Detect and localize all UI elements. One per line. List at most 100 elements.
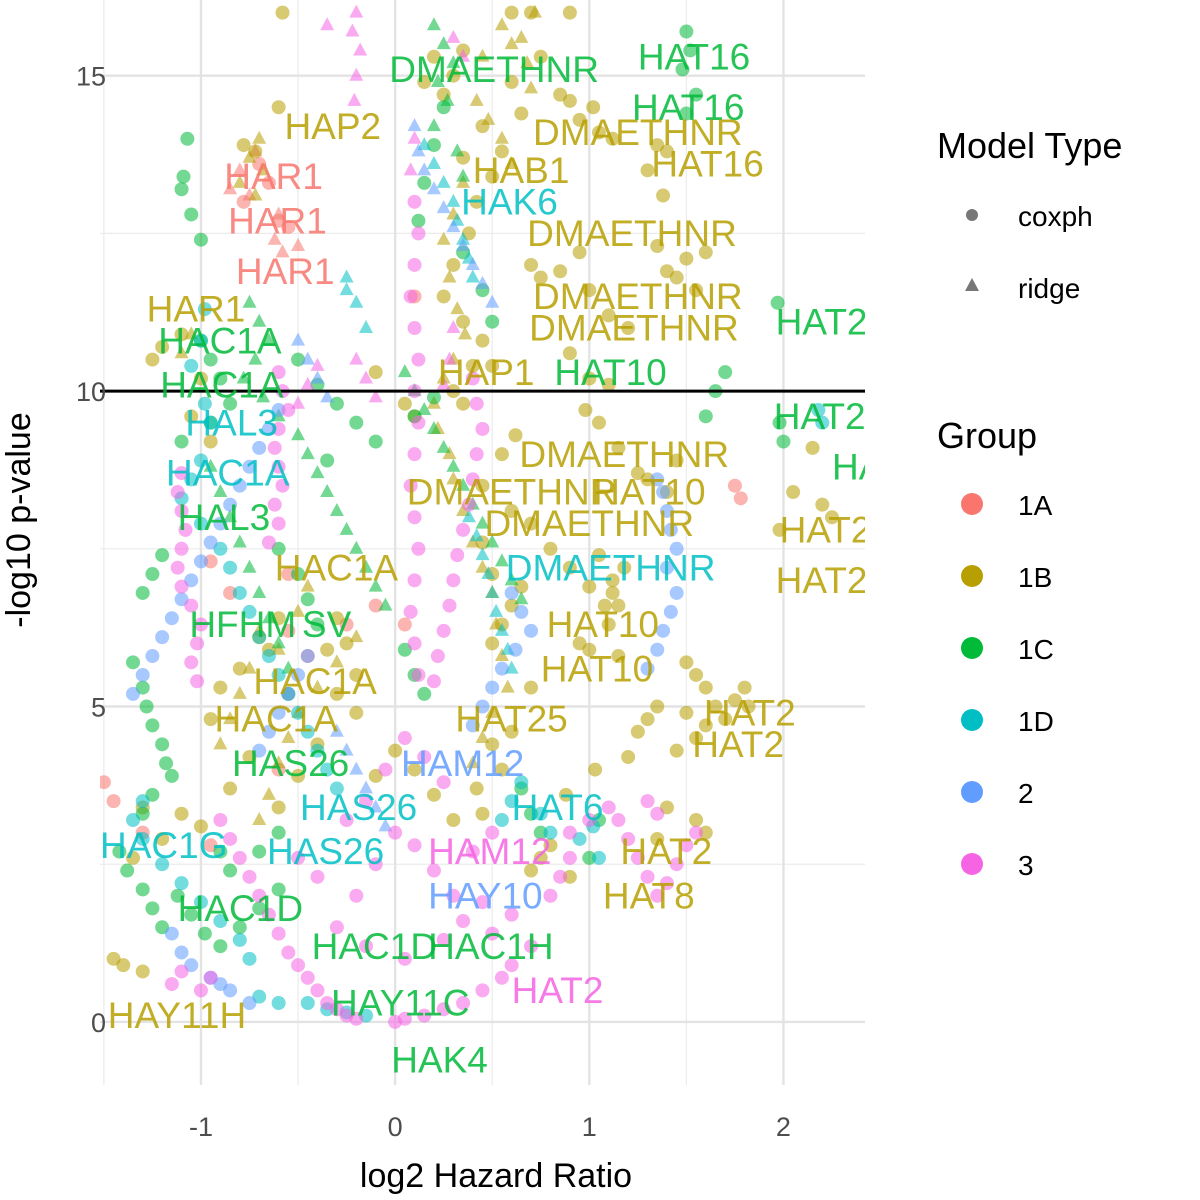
legend-key-coxph-circle [966, 209, 978, 221]
gene-label: DMAETHNR [533, 112, 743, 153]
data-point-coxph-1C [485, 314, 500, 329]
data-point-coxph-1B [669, 270, 684, 285]
data-point-ridge-2 [300, 351, 315, 365]
gene-label: DMAETHNR [389, 49, 599, 90]
data-point-ridge-1C [223, 509, 238, 523]
data-point-coxph-1C [139, 699, 154, 714]
data-point-coxph-1C [770, 295, 785, 310]
data-point-coxph-1D [261, 649, 276, 664]
color-legend-title: Group [937, 415, 1037, 456]
data-point-ridge-1D [417, 137, 432, 151]
data-point-coxph-3 [349, 888, 364, 903]
data-point-ridge-3 [446, 320, 461, 334]
data-point-coxph-1B [689, 283, 704, 298]
data-point-coxph-2 [203, 535, 218, 550]
data-point-coxph-1C [223, 396, 238, 411]
data-point-coxph-1B [698, 245, 713, 260]
data-point-coxph-3 [190, 674, 205, 689]
data-point-ridge-2 [417, 162, 432, 176]
data-point-coxph-1B [193, 819, 208, 834]
data-point-coxph-1C [193, 232, 208, 247]
data-point-coxph-1B [533, 850, 548, 865]
data-point-coxph-1B [605, 131, 620, 146]
data-point-coxph-1B [698, 718, 713, 733]
gene-label: HAP2 [275, 0, 372, 2]
data-point-ridge-1B [252, 812, 267, 826]
data-point-coxph-1C [426, 138, 441, 153]
data-point-ridge-3 [349, 4, 364, 18]
data-point-coxph-3 [640, 794, 655, 809]
data-point-coxph-1C [197, 926, 212, 941]
data-point-coxph-1C [213, 371, 228, 386]
data-point-coxph-1C [426, 390, 441, 405]
gene-label: HAB1 [473, 150, 570, 191]
data-point-ridge-1B [232, 174, 247, 188]
data-point-coxph-1B [591, 548, 606, 563]
data-point-ridge-1C [248, 351, 263, 365]
data-point-coxph-1D [135, 831, 150, 846]
legend-label-group-1B: 1B [1018, 562, 1052, 593]
data-point-coxph-1B [456, 314, 471, 329]
gene-label: HAY11H [108, 995, 246, 1036]
data-point-coxph-1B [116, 958, 131, 973]
data-point-coxph-1C [223, 863, 238, 878]
data-point-coxph-2 [232, 478, 247, 493]
data-point-coxph-1D [543, 825, 558, 840]
data-point-coxph-3 [267, 440, 282, 455]
data-point-coxph-3 [465, 844, 480, 859]
data-point-coxph-3 [267, 497, 282, 512]
data-point-ridge-1C [349, 540, 364, 554]
data-point-coxph-1B [407, 762, 422, 777]
data-point-coxph-1B [446, 257, 461, 272]
data-point-ridge-1D [349, 294, 364, 308]
data-point-coxph-3 [378, 762, 393, 777]
data-point-ridge-2 [475, 275, 490, 289]
data-point-coxph-2 [465, 718, 480, 733]
gene-label: HAT2 [776, 560, 868, 601]
data-point-ridge-3 [353, 42, 368, 56]
data-point-coxph-3 [407, 447, 422, 462]
data-point-ridge-1C [494, 553, 509, 567]
data-point-coxph-1B [621, 321, 636, 336]
data-point-coxph-1D [223, 560, 238, 575]
data-point-ridge-1D [339, 282, 354, 296]
data-point-coxph-3 [436, 1002, 451, 1017]
data-point-coxph-1C [349, 415, 364, 430]
data-point-coxph-3 [640, 869, 655, 884]
data-point-coxph-1C [174, 434, 189, 449]
data-point-coxph-3 [388, 825, 403, 840]
data-point-coxph-3 [446, 888, 461, 903]
data-point-coxph-3 [485, 825, 500, 840]
data-point-coxph-1B [572, 636, 587, 651]
data-point-coxph-1D [320, 762, 335, 777]
data-point-ridge-1C [426, 17, 441, 31]
data-point-coxph-1B [426, 49, 441, 64]
data-point-coxph-1C [184, 207, 199, 222]
data-point-coxph-1B [601, 308, 616, 323]
data-point-coxph-1C [155, 737, 170, 752]
data-point-coxph-3 [300, 970, 315, 985]
gene-label: HAT10 [593, 472, 705, 513]
data-point-coxph-2 [669, 585, 684, 600]
data-point-coxph-1B [543, 838, 558, 853]
data-point-coxph-1B [174, 327, 189, 342]
data-point-ridge-1C [213, 484, 228, 498]
data-point-coxph-3 [601, 800, 616, 815]
data-point-coxph-1B [236, 138, 251, 153]
data-point-coxph-1D [193, 895, 208, 910]
data-point-coxph-2 [252, 743, 267, 758]
data-point-coxph-3 [271, 365, 286, 380]
data-point-ridge-1C [310, 465, 325, 479]
gene-label: DMAETHNR [484, 503, 694, 544]
data-point-coxph-3 [213, 813, 228, 828]
data-point-coxph-2 [659, 503, 674, 518]
data-point-coxph-1D [184, 358, 199, 373]
data-point-coxph-3 [456, 913, 471, 928]
gene-label: HAP2 [284, 106, 381, 147]
data-point-coxph-3 [339, 813, 354, 828]
data-point-coxph-3 [494, 970, 509, 985]
gene-label: DMAETHNR [533, 276, 743, 317]
data-point-coxph-1B [640, 712, 655, 727]
data-point-coxph-1B [485, 358, 500, 373]
data-point-ridge-3 [347, 92, 362, 106]
